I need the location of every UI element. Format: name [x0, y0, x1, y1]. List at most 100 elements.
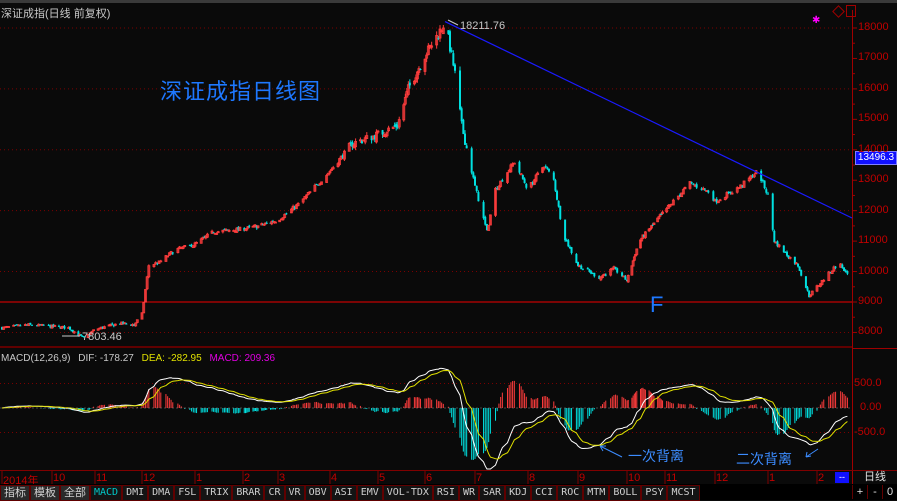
arrow-icon	[805, 448, 819, 458]
macd-header: MACD(12,26,9) DIF: -178.27 DEA: -282.95 …	[1, 353, 280, 364]
tab-cci[interactable]: CCI	[531, 485, 558, 501]
tab-obv[interactable]: OBV	[304, 485, 331, 501]
candle	[419, 68, 422, 70]
candle	[354, 141, 358, 148]
tab-vr[interactable]: VR	[284, 485, 305, 501]
candle	[86, 333, 90, 339]
candle	[700, 188, 703, 191]
tab-dma[interactable]: DMA	[148, 485, 175, 501]
tab-fsl[interactable]: FSL	[174, 485, 201, 501]
tab-mtm[interactable]: MTM	[583, 485, 610, 501]
macd-dea: DEA: -282.95	[141, 353, 202, 364]
candle	[193, 242, 197, 247]
candle	[815, 285, 819, 292]
tab-boll[interactable]: BOLL	[609, 485, 642, 501]
candle	[681, 189, 685, 195]
candle	[742, 180, 746, 188]
tab-brar[interactable]: BRAR	[232, 485, 265, 501]
tab-asi[interactable]: ASI	[330, 485, 357, 501]
tab-trix[interactable]: TRIX	[200, 485, 233, 501]
candle	[320, 181, 324, 185]
candle	[306, 192, 310, 195]
candle	[414, 77, 418, 83]
price-axis-label: 12000	[858, 203, 889, 216]
tab-kdj[interactable]: KDJ	[505, 485, 532, 501]
candle	[423, 58, 427, 72]
candle	[111, 323, 114, 325]
candle	[438, 28, 442, 39]
candle	[183, 245, 187, 248]
candle	[408, 82, 411, 86]
tab-wr[interactable]: WR	[458, 485, 480, 501]
candle	[403, 97, 407, 105]
tab-template[interactable]: 模板	[30, 485, 60, 501]
tab-emv[interactable]: EMV	[356, 485, 383, 501]
tab-all[interactable]: 全部	[60, 485, 90, 501]
candle	[808, 291, 811, 297]
tab-cr[interactable]: CR	[264, 485, 285, 501]
candle	[658, 214, 662, 217]
tab-dmi[interactable]: DMI	[122, 485, 149, 501]
period-label[interactable]: 日线	[864, 471, 886, 483]
candle	[296, 202, 300, 207]
candle	[26, 324, 28, 326]
macd-value: MACD: 209.36	[209, 353, 276, 364]
reset-button[interactable]: 0	[882, 485, 897, 499]
tab-mcst[interactable]: MCST	[667, 485, 700, 501]
tab-rsi[interactable]: RSI	[432, 485, 459, 501]
candle	[546, 167, 549, 169]
candle	[652, 222, 656, 225]
candle	[707, 190, 710, 193]
candle	[57, 325, 60, 327]
candle	[361, 140, 363, 144]
panel-toggle-icon[interactable]	[846, 5, 856, 17]
price-axis-label: 14000	[858, 142, 889, 155]
date-axis-label: 11	[96, 472, 108, 484]
candle	[393, 125, 396, 127]
candle	[341, 155, 344, 158]
zoom-out-button[interactable]: -	[867, 485, 882, 499]
tab-roc[interactable]: ROC	[557, 485, 584, 501]
pager-button[interactable]: --	[835, 472, 849, 483]
tab-indicator[interactable]: 指标	[0, 485, 30, 501]
tab-psy[interactable]: PSY	[641, 485, 668, 501]
candle	[256, 225, 260, 228]
candle	[293, 206, 296, 209]
candle	[134, 322, 138, 327]
candle	[795, 262, 798, 265]
candle	[226, 229, 229, 231]
zoom-in-button[interactable]: +	[852, 485, 867, 499]
candle	[657, 216, 661, 220]
candle	[135, 319, 139, 323]
candle	[632, 256, 636, 261]
candle	[556, 191, 559, 200]
candle	[800, 270, 803, 276]
candle	[760, 170, 763, 182]
candle	[328, 171, 332, 174]
tab-vol-tdx[interactable]: VOL-TDX	[382, 485, 433, 501]
macd-axis-label: -500.0	[854, 426, 886, 438]
candle	[123, 322, 127, 325]
candle	[701, 188, 705, 190]
candle	[787, 255, 790, 259]
candle	[39, 324, 42, 326]
macd-dif: DIF: -178.27	[78, 353, 134, 364]
candle	[832, 266, 836, 272]
candle	[575, 254, 578, 263]
tab-sar[interactable]: SAR	[479, 485, 506, 501]
info-marker-icon[interactable]: ✱	[812, 15, 821, 26]
candle	[704, 189, 706, 191]
candle	[497, 186, 501, 191]
candle	[477, 192, 480, 202]
candle	[475, 185, 478, 191]
candle	[7, 326, 11, 328]
candle	[70, 330, 73, 332]
candle	[396, 124, 399, 128]
candle	[365, 135, 369, 139]
candle	[145, 276, 149, 290]
candle	[210, 230, 214, 234]
candle	[601, 275, 604, 279]
tab-macd[interactable]: MACD	[90, 485, 123, 501]
candle	[680, 192, 684, 198]
